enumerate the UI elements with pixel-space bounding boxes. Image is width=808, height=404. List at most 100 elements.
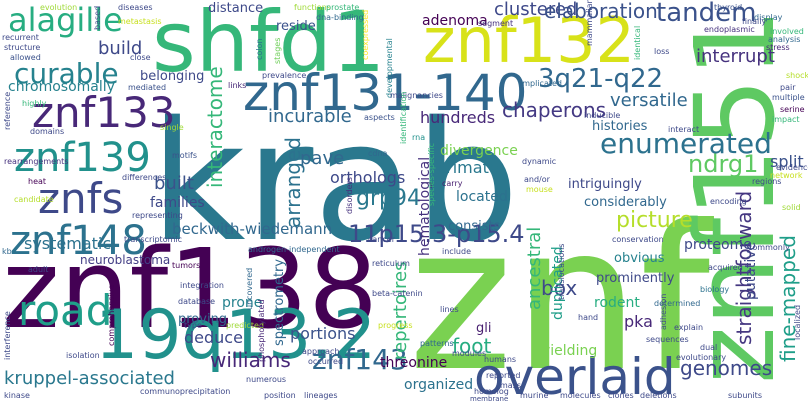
word-reference: reference [3,91,12,130]
word-hand: hand [578,313,599,322]
word-incurable: incurable [268,106,352,127]
word-structure: structure [4,43,41,52]
word-elaboration: elaboration [544,0,658,23]
word-hundreds: hundreds [420,108,496,127]
word-families: families [150,195,205,211]
word-znf139: znf139 [14,135,151,181]
word-occurred: occurred [308,357,344,366]
word-segment: segment [478,19,514,28]
word-belonging: belonging [140,69,205,84]
word-communoprecipitation: communoprecipitation [140,387,231,396]
word-portions: portions [290,324,356,343]
word-prostate: prostate [326,3,360,12]
word-serine: serine [780,105,805,114]
word-orthologs: orthologs [330,168,406,187]
word-multiple: multiple [772,93,805,102]
word-histories: histories [592,119,648,134]
word-systematic: systematic [24,234,112,253]
word-allowed: allowed [10,53,41,62]
word-predicted: predicted [226,321,264,330]
word-single: single [160,123,184,132]
word-cdna: cdna [368,149,388,158]
word-recurrent: recurrent [2,33,39,42]
word-differences: differences [122,173,167,182]
word-molecules: molecules [560,391,601,400]
word-proving: proving [178,312,228,327]
word-intriguingly: intriguingly [568,177,642,192]
word-znf133: znf133 [32,88,176,137]
word-11p15: 11p15.3-p15.4 [348,220,525,248]
word-williams: williams [210,348,291,372]
word-kb: kb [2,247,12,256]
word-coexpressed: coexpressed [361,9,370,60]
word-heat: heat [28,177,47,186]
word-database: database [178,297,216,306]
word-rna: rna [412,133,426,142]
word-interact: interact [668,125,700,134]
word-impact: impact [772,115,800,124]
word-spectrometry: spectrometry [272,258,287,346]
word-repertoires: repertoires [390,261,411,360]
word-identification: identification [399,91,408,144]
word-chromosomally: chromosomally [8,79,115,95]
word-znf: znf [408,183,711,404]
word-pka: pka [624,312,653,331]
word-reported: reported [486,371,521,380]
word-malignancies: malignancies [390,91,443,100]
word-grp94: grp94 [356,186,421,211]
word-znf148: znf148 [10,218,147,264]
word-ndrg1: ndrg1 [688,150,759,178]
word-split: split [770,152,804,171]
word-developmental: developmental [385,38,394,98]
word-rodent: rodent [594,295,640,311]
word-representing: representing [132,211,183,220]
word-dual: dual [700,343,718,352]
word-primate: primate [436,158,499,177]
word-mass: mass [500,381,522,390]
word-endoplasmic: endoplasmic [704,25,755,34]
word-stress: stress [766,43,790,52]
word-aspects: aspects [364,113,395,122]
word-tandem: tandem [656,0,757,28]
word-integration: integration [180,281,224,290]
word-murine: murine [520,391,549,400]
word-tumors: tumors [172,261,201,270]
word-homolog: homolog [474,387,509,396]
word-and-or: and/or [524,175,550,184]
word-carry: carry [442,179,463,188]
word-isolation: isolation [66,351,100,360]
word-thyroid: thyroid [714,3,743,12]
word-membrane: membrane [470,395,509,403]
word-based: based [93,5,102,30]
word-transcriptomic: transcriptomic [124,235,182,244]
word-build: build [98,38,143,59]
word-znf138: znf138 [2,225,379,353]
word-sequences: sequences [646,335,689,344]
word-prominently: prominently [596,271,675,286]
word-deletions: deletions [640,391,677,400]
word-patterns: patterns [420,339,454,348]
word-shfd1: shfd1 [152,0,386,91]
word-krab: krab [150,86,520,278]
word-identical: identical [633,25,642,60]
word-diseases: diseases [118,3,153,12]
word-uncovered: uncovered [245,267,254,310]
word-modules: modules [452,349,487,358]
word-comprehensive: comprehensive [107,284,116,346]
word-znf131-140: znf131-140 [243,64,528,122]
word-fine-mapped: fine-mapped [776,235,800,362]
word-box: box [541,276,578,300]
word-evolutionary: evolutionary [676,353,727,362]
word-implicated: implicated [520,79,562,88]
word-beckwith: beckwith-wiedemann [172,220,333,238]
word-prevalence: prevalence [262,71,307,80]
word-adult: adult [28,265,49,274]
word-pave: pave [300,148,345,169]
word-mouse: mouse [526,185,553,194]
word-disorders: disorders [345,177,354,214]
word-clones: clones [608,391,634,400]
word-picture: picture [616,208,693,233]
word-metastasis: metastasis [118,17,162,26]
word-neuroblastoma: neuroblastoma [80,253,171,267]
